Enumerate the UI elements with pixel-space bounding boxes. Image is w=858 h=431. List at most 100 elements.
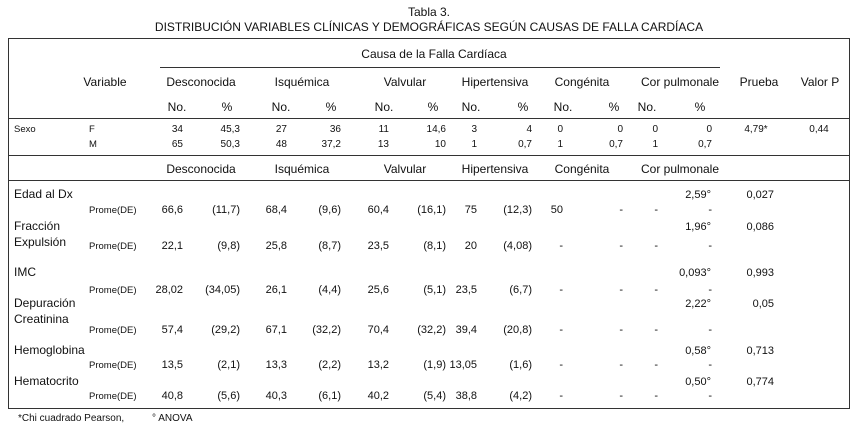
- table-cell: 39,4: [455, 324, 477, 336]
- sexo-f-cell: 27: [275, 124, 287, 135]
- table-cell: (9,8): [217, 240, 240, 252]
- header2-congenita: Congénita: [554, 162, 610, 176]
- table-cell: 13,5: [161, 359, 183, 371]
- table-cell: (9,6): [318, 204, 341, 216]
- sexo-valor-p: 0,44: [809, 124, 829, 135]
- sexo-f-cell: 11: [378, 124, 389, 135]
- table-cell: 28,02: [155, 284, 183, 296]
- table-cell: (34,05): [205, 284, 240, 296]
- sexo-f-cell: 4: [526, 124, 532, 135]
- table-cell: (2,2): [318, 359, 341, 371]
- subheader-pct: %: [608, 100, 620, 114]
- variable-name: Fracción: [14, 219, 61, 233]
- p-value: 0,774: [746, 376, 774, 388]
- footnote-anova: ° ANOVA: [152, 413, 193, 424]
- table-cell: 40,3: [265, 390, 287, 402]
- table-cell: 23,5: [367, 240, 389, 252]
- sexo-f-cell: 34: [171, 124, 183, 135]
- p-value: 0,993: [746, 267, 774, 279]
- prueba-value: 2,22°: [685, 298, 711, 310]
- table-cell: -: [559, 324, 563, 336]
- header-desconocida: Desconocida: [166, 75, 236, 89]
- p-value: 0,713: [746, 345, 774, 357]
- bottom-border: [8, 408, 850, 409]
- sexo-m-cell: 0,7: [518, 139, 532, 150]
- table-cell: 75: [464, 204, 477, 216]
- sexo-f-cell: 0: [706, 124, 712, 135]
- p-value: 0,05: [752, 298, 774, 310]
- table-cell: (16,1): [417, 204, 446, 216]
- table-cell: 40,8: [161, 390, 183, 402]
- table-cell: -: [708, 204, 712, 216]
- subheader-pct: %: [694, 100, 706, 114]
- right-border: [849, 38, 850, 409]
- table-cell: -: [654, 324, 658, 336]
- subheader-no: No.: [271, 100, 291, 114]
- table-cell: -: [559, 284, 563, 296]
- sexo-m-cell: 13: [377, 139, 389, 150]
- table-cell: -: [708, 324, 712, 336]
- header2-bottom-rule: [8, 180, 850, 181]
- stat-label: Prome(DE): [89, 241, 137, 252]
- sexo-m-cell: 48: [275, 139, 287, 150]
- table-cell: (2,1): [217, 359, 240, 371]
- group-header: Causa de la Falla Cardíaca: [361, 47, 507, 61]
- table-cell: 13,3: [265, 359, 287, 371]
- sexo-f-cell: 0: [652, 124, 658, 135]
- variable-name: Hematocrito: [14, 374, 79, 388]
- header-bottom-rule: [8, 118, 850, 119]
- header-cor-pulmonale: Cor pulmonale: [640, 75, 720, 89]
- subheader-pct: %: [517, 100, 529, 114]
- header-congenita: Congénita: [554, 75, 610, 89]
- sexo-m-cell: 37,2: [321, 139, 341, 150]
- header-hipertensiva: Hipertensiva: [461, 75, 529, 89]
- table-cell: (20,8): [503, 324, 532, 336]
- table-cell: (1,6): [509, 359, 532, 371]
- subheader-pct: %: [221, 100, 233, 114]
- sexo-f-label: F: [89, 124, 95, 135]
- table-cell: -: [619, 284, 623, 296]
- table-cell: -: [619, 324, 623, 336]
- table-cell: (32,2): [417, 324, 446, 336]
- table-cell: -: [654, 359, 658, 371]
- sexo-m-cell: 1: [471, 139, 477, 150]
- table-cell: -: [559, 240, 563, 252]
- table-cell: -: [654, 284, 658, 296]
- sexo-f-cell: 36: [329, 124, 341, 135]
- variable-name: Depuración: [14, 296, 76, 310]
- sexo-m-label: M: [89, 139, 97, 150]
- sexo-prueba: 4,79*: [744, 124, 768, 135]
- sexo-m-cell: 10: [434, 139, 446, 150]
- table-cell: 13,05: [449, 359, 477, 371]
- prueba-value: 0,50°: [685, 376, 711, 388]
- stat-label: Prome(DE): [89, 205, 137, 216]
- table-cell: 70,4: [367, 324, 389, 336]
- sexo-f-cell: 14,6: [426, 124, 446, 135]
- table-cell: (6,7): [509, 284, 532, 296]
- table-cell: (12,3): [503, 204, 532, 216]
- table-cell: (8,1): [423, 240, 446, 252]
- table-cell: 20: [464, 240, 477, 252]
- table-cell: (1,9): [423, 359, 446, 371]
- table-cell: -: [708, 284, 712, 296]
- table-cell: (5,1): [423, 284, 446, 296]
- table-cell: -: [559, 359, 563, 371]
- table-cell: 22,1: [161, 240, 183, 252]
- table-title: DISTRIBUCIÓN VARIABLES CLÍNICAS Y DEMOGR…: [154, 20, 704, 34]
- subheader-pct: %: [325, 100, 337, 114]
- table-cell: (32,2): [312, 324, 341, 336]
- sexo-m-cell: 0,7: [698, 139, 712, 150]
- left-border: [8, 38, 9, 409]
- table-cell: 60,4: [367, 204, 389, 216]
- sexo-m-cell: 0,7: [609, 139, 623, 150]
- table-cell: -: [619, 390, 623, 402]
- table-cell: -: [708, 359, 712, 371]
- table-cell: -: [654, 390, 658, 402]
- table-cell: (8,7): [318, 240, 341, 252]
- header2-valvular: Valvular: [383, 162, 427, 176]
- variable-name-line2: Expulsión: [14, 235, 67, 249]
- table-cell: -: [708, 240, 712, 252]
- header-valvular: Valvular: [383, 75, 427, 89]
- table-cell: (4,2): [509, 390, 532, 402]
- subheader-no: No.: [637, 100, 657, 114]
